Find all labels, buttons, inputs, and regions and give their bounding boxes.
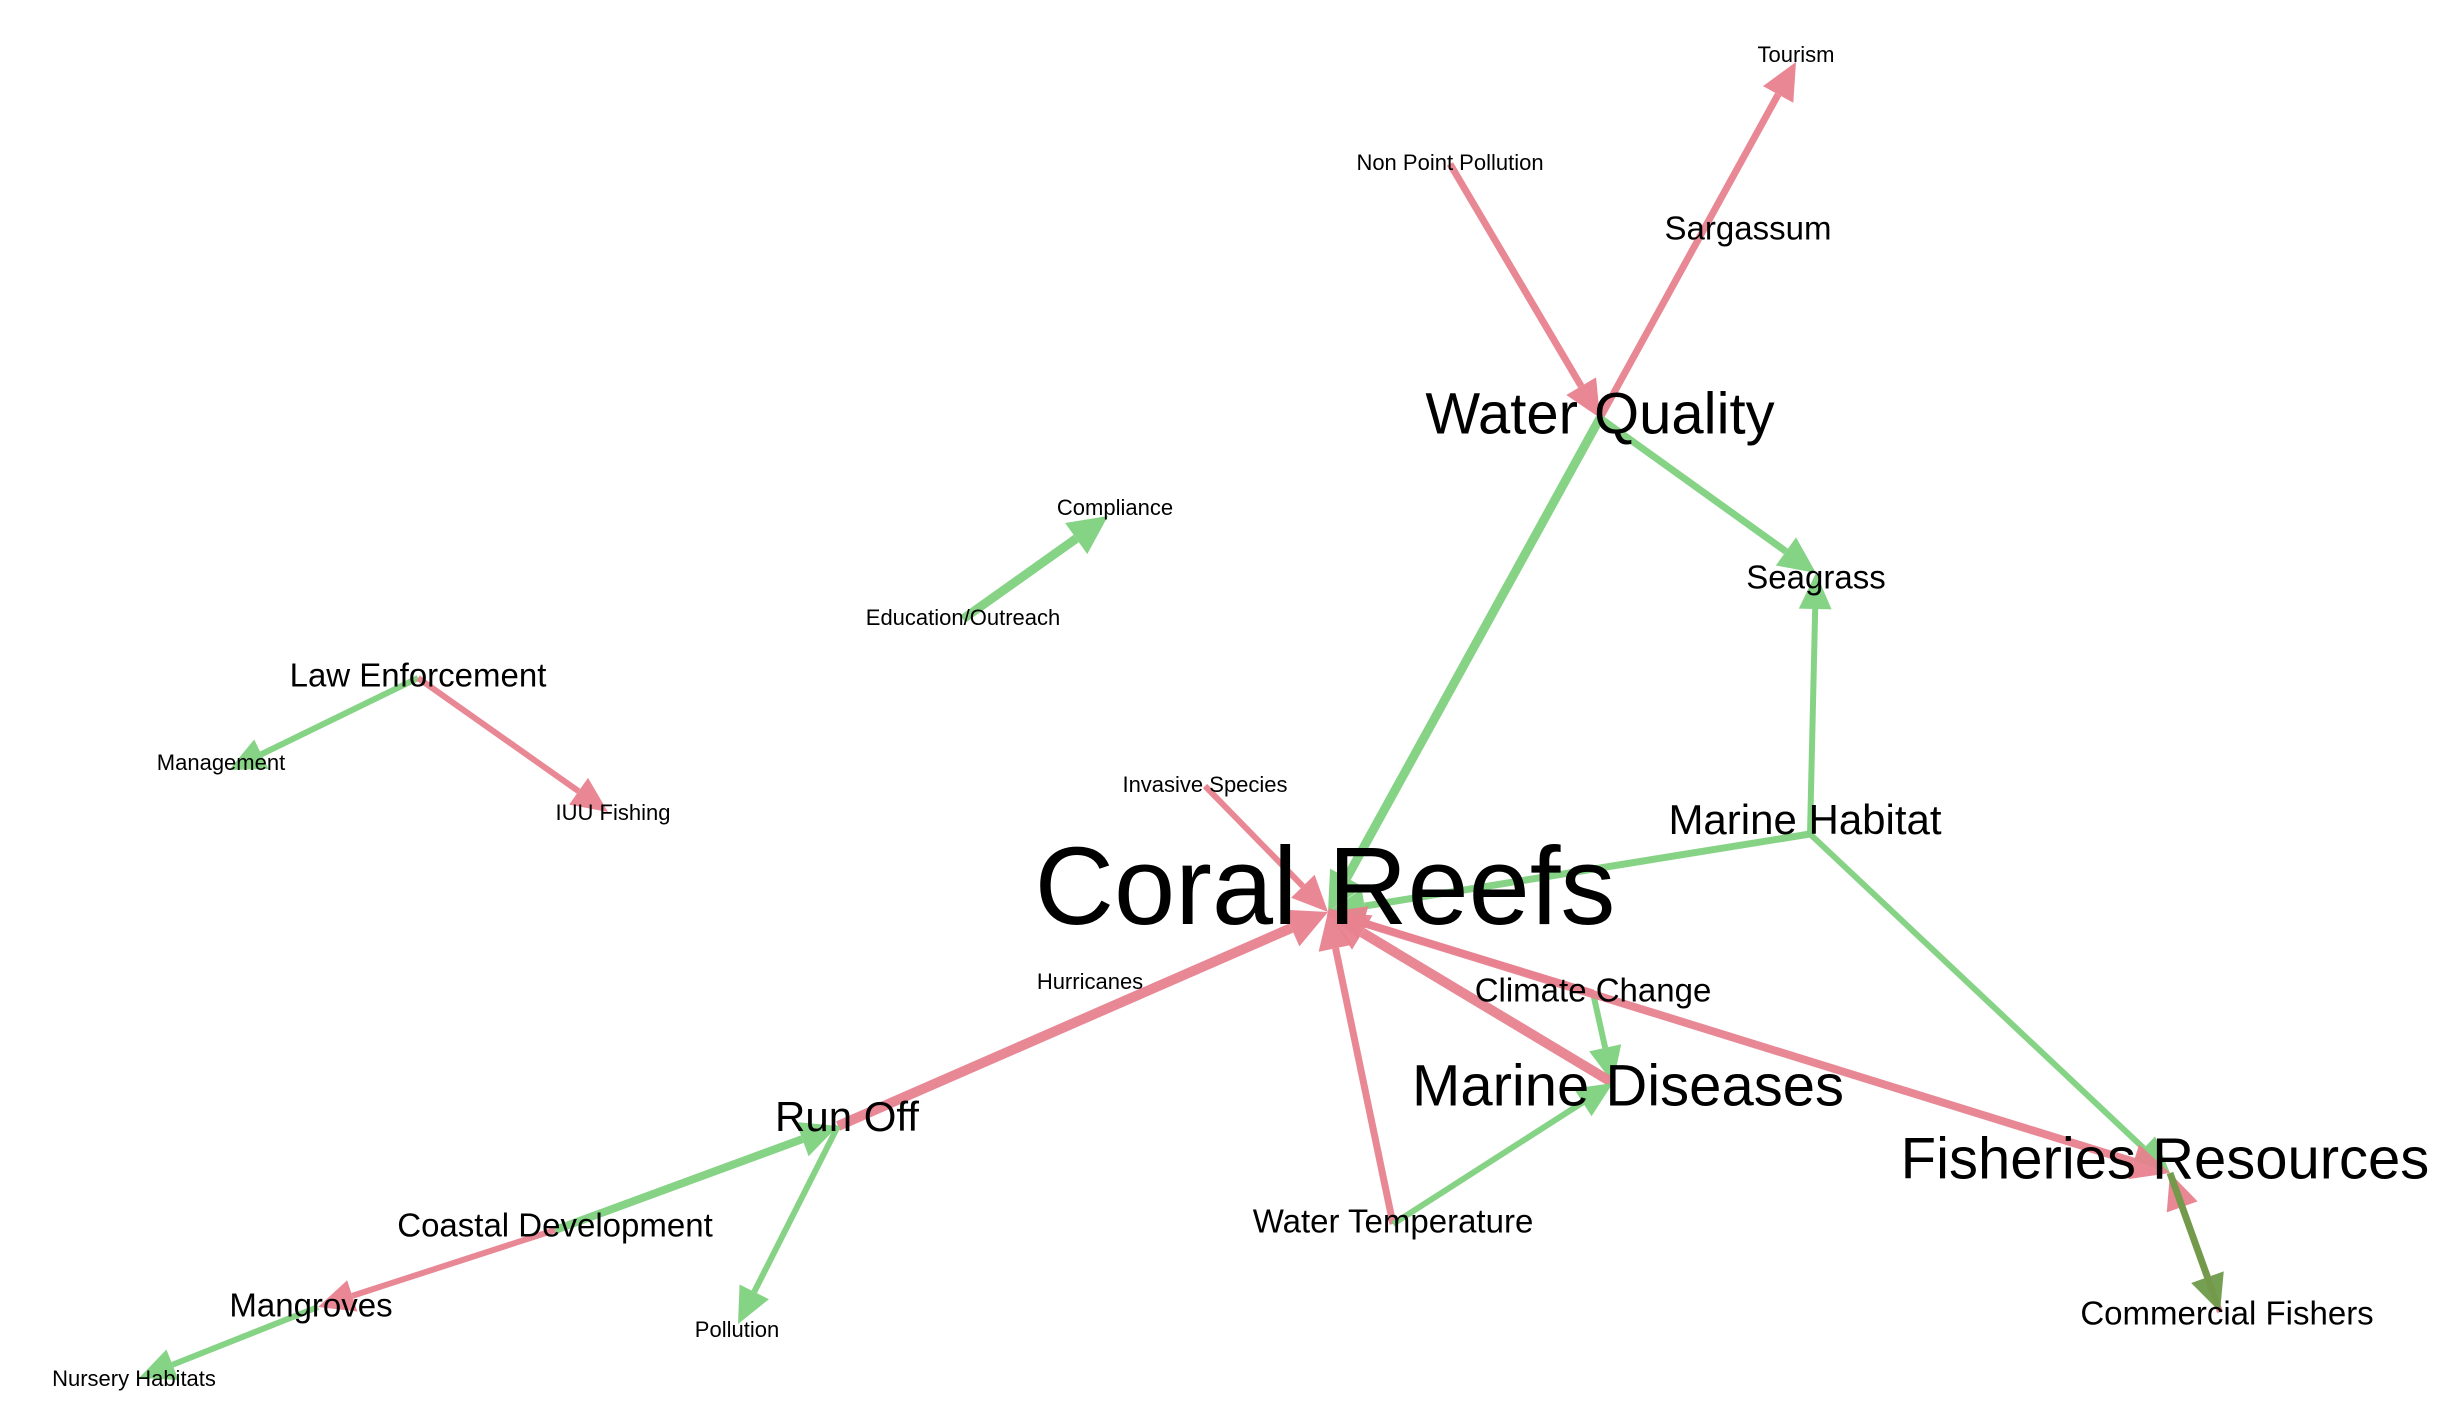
edge-arrowhead [1283, 909, 1328, 947]
node-coral-reefs: Coral Reefs [1035, 825, 1616, 948]
edge-line [171, 1304, 320, 1368]
edge-arrowhead [1318, 912, 1353, 952]
edge-water-temperature-to-marine-diseases [1391, 1083, 1613, 1227]
edge-arrowhead [796, 1122, 838, 1157]
edge-water-temperature-to-coral-reefs [1318, 912, 1397, 1225]
node-mangroves: Mangroves [229, 1287, 392, 1324]
edge-arrowhead [2132, 1136, 2170, 1173]
edge-line [1807, 831, 2146, 1151]
edge-arrowhead [318, 1280, 358, 1312]
node-seagrass: Seagrass [1746, 559, 1885, 596]
edge-line [1596, 92, 1782, 420]
nodes-layer: Coral Reefs Water Quality Marine Diseases F… [52, 42, 2429, 1391]
edge-line [1597, 415, 1788, 555]
node-compliance: Compliance [1057, 495, 1173, 520]
node-iuu-fishing: IUU Fishing [556, 800, 671, 825]
node-run-off: Run Off [775, 1093, 919, 1140]
edge-line [260, 675, 420, 757]
edge-coral-reefs-to-fisheries-resources [1326, 908, 2170, 1180]
edge-arrowhead [1798, 573, 1832, 610]
node-marine-diseases: Marine Diseases [1412, 1053, 1844, 1118]
edge-law-enforcement-to-iuu-fishing [416, 675, 608, 812]
edge-line [1342, 415, 1604, 881]
edge-arrowhead [1573, 1083, 1613, 1117]
node-invasive-species: Invasive Species [1122, 772, 1287, 797]
edge-run-off-to-coral-reefs [835, 909, 1328, 1131]
edge-line [2166, 1171, 2211, 1279]
node-water-quality: Water Quality [1425, 381, 1774, 446]
edge-line [553, 1135, 804, 1234]
edge-arrowhead [569, 777, 608, 812]
edge-arrowhead [1328, 868, 1364, 912]
node-hurricanes: Hurricanes [1037, 969, 1143, 994]
node-marine-habitat: Marine Habitat [1668, 796, 1941, 843]
node-tourism: Tourism [1757, 42, 1834, 67]
edge-line [1359, 928, 1616, 1088]
edge-line [1326, 908, 2135, 1166]
edge-line [1391, 1099, 1585, 1227]
edge-mangroves-to-nursery-habitats [139, 1304, 320, 1380]
edge-law-enforcement-to-management [229, 675, 420, 770]
node-coastal-development: Coastal Development [397, 1207, 713, 1244]
edge-arrowhead [1065, 516, 1108, 555]
node-non-point-pollution: Non Point Pollution [1356, 150, 1543, 175]
edge-invasive-species-to-coral-reefs [1202, 783, 1328, 912]
node-climate-change: Climate Change [1475, 972, 1712, 1009]
edge-line [1807, 608, 1819, 835]
edge-education-outreach-to-compliance [960, 516, 1108, 623]
edge-fisheries-resources-to-commercial-fishers [2166, 1171, 2224, 1312]
edge-water-quality-to-seagrass [1597, 415, 1816, 573]
node-water-temperature: Water Temperature [1253, 1203, 1534, 1240]
edge-arrowhead [2128, 1144, 2170, 1180]
edge-arrowhead [1589, 1044, 1622, 1083]
node-nursery-habitats: Nursery Habitats [52, 1366, 216, 1391]
edge-arrowhead [1763, 62, 1796, 103]
edge-arrowhead [1566, 377, 1600, 418]
edge-arrowhead [1291, 874, 1328, 912]
edge-arrowhead [229, 739, 269, 770]
node-sargassum: Sargassum [1665, 210, 1832, 247]
edge-arrowhead [2191, 1271, 2224, 1312]
edge-line [1202, 783, 1305, 889]
edge-marine-habitat-to-fisheries-resources [1807, 831, 2170, 1173]
edge-line [751, 1124, 841, 1294]
edge-run-off-to-pollution [738, 1124, 841, 1324]
node-education-outreach: Education/Outreach [866, 605, 1060, 630]
edge-line [1332, 947, 1397, 1225]
edge-arrowhead [139, 1349, 179, 1380]
edge-coastal-development-to-mangroves [318, 1227, 556, 1312]
edge-coastal-development-to-run-off [553, 1122, 838, 1234]
edge-line [351, 1227, 556, 1299]
edge-line [835, 923, 1294, 1131]
edge-water-quality-to-coral-reefs [1328, 415, 1604, 912]
edge-water-quality-to-tourism [1596, 62, 1796, 420]
edges-layer [139, 62, 2224, 1380]
edge-line [1363, 830, 1811, 910]
edge-arrowhead [738, 1284, 769, 1324]
edge-line [1590, 992, 1609, 1049]
edge-arrowhead [1775, 537, 1816, 573]
edge-marine-habitat-to-seagrass [1798, 573, 1832, 835]
edge-line [1446, 162, 1585, 388]
node-law-enforcement: Law Enforcement [290, 657, 547, 694]
edge-climate-change-to-marine-diseases [1589, 992, 1622, 1083]
node-pollution: Pollution [695, 1317, 779, 1342]
edge-line [416, 675, 581, 794]
edge-line [960, 534, 1079, 623]
edge-non-point-pollution-to-water-quality [1446, 162, 1600, 418]
node-fisheries-resources: Fisheries Resources [1901, 1126, 2430, 1191]
node-commercial-fishers: Commercial Fishers [2080, 1295, 2373, 1332]
node-management: Management [157, 750, 285, 775]
